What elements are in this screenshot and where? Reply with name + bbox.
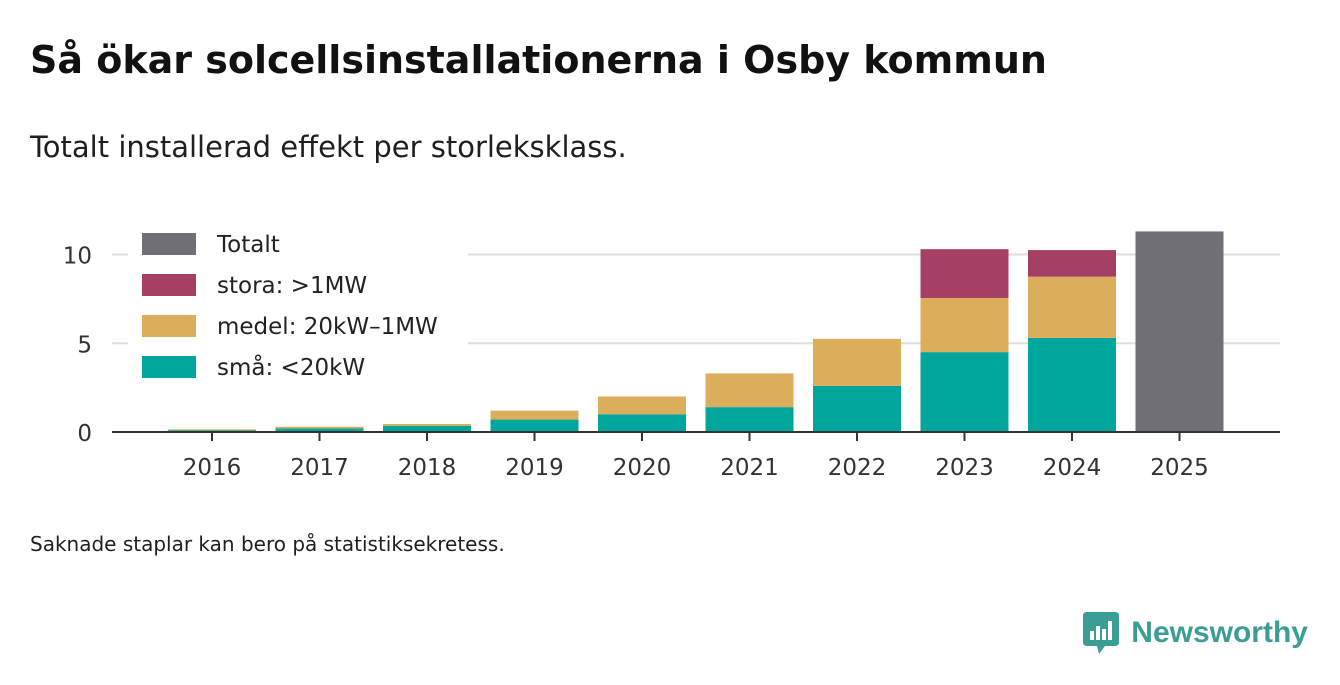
newsworthy-logo[interactable]: Newsworthy xyxy=(1083,612,1308,654)
bar-2019-sm-20kw[interactable] xyxy=(490,419,579,432)
bar-2021-sm-20kw[interactable] xyxy=(705,407,794,432)
bar-2018-medel-20kw-1mw[interactable] xyxy=(383,424,471,426)
x-axis: 2016 2017 2018 2019 2020 2021 2022 2023 2024 2025 xyxy=(112,431,1280,481)
bar-2020-medel-20kw-1mw[interactable] xyxy=(598,396,686,415)
legend-label-stora-1mw[interactable]: stora: >1MW xyxy=(217,273,367,299)
bar-2021-medel-20kw-1mw[interactable] xyxy=(705,373,794,408)
bar-2022-medel-20kw-1mw[interactable] xyxy=(813,338,901,386)
bars xyxy=(168,231,1224,432)
bar-2018-sm-20kw[interactable] xyxy=(383,425,471,432)
x-tick-label: 2019 xyxy=(505,455,564,481)
x-tick-label: 2017 xyxy=(290,455,349,481)
y-axis-tick-labels: 0 5 10 xyxy=(63,244,92,448)
x-tick-label: 2016 xyxy=(183,455,242,481)
bar-2023-medel-20kw-1mw[interactable] xyxy=(920,297,1009,353)
x-tick-label: 2021 xyxy=(720,455,779,481)
bar-2020-sm-20kw[interactable] xyxy=(598,414,686,432)
legend-swatch-sm-20kw[interactable] xyxy=(142,356,196,378)
legend-swatch-medel-20kw-1mw[interactable] xyxy=(142,315,196,337)
bar-2025-totalt[interactable] xyxy=(1135,231,1224,432)
x-tick-label: 2022 xyxy=(828,455,887,481)
stacked-bar-chart: 2016 2017 2018 2019 2020 2021 2022 2023 2024 2025… xyxy=(62,222,1280,481)
bar-2024-stora-1mw[interactable] xyxy=(1028,250,1116,277)
y-tick-label: 10 xyxy=(63,244,92,270)
x-tick-label: 2018 xyxy=(398,455,457,481)
x-tick-label: 2020 xyxy=(613,455,672,481)
chart-title: Så ökar solcellsinstallationerna i Osby … xyxy=(30,38,1047,82)
legend-swatch-stora-1mw[interactable] xyxy=(142,274,196,296)
legend-label-totalt[interactable]: Totalt xyxy=(216,232,280,258)
legend: Totalt stora: >1MW medel: 20kW–1MW små: <20… xyxy=(128,222,468,390)
bar-2024-medel-20kw-1mw[interactable] xyxy=(1028,276,1116,338)
bar-2022-sm-20kw[interactable] xyxy=(813,385,901,432)
y-tick-label: 0 xyxy=(77,421,92,447)
bar-2016-medel-20kw-1mw[interactable] xyxy=(168,429,256,431)
x-tick-label: 2025 xyxy=(1150,455,1209,481)
bar-2019-medel-20kw-1mw[interactable] xyxy=(490,410,579,420)
x-tick-label: 2023 xyxy=(935,455,994,481)
bar-2017-sm-20kw[interactable] xyxy=(275,428,364,432)
legend-label-sm-20kw[interactable]: små: <20kW xyxy=(217,353,365,381)
bar-2023-stora-1mw[interactable] xyxy=(920,249,1009,298)
x-tick-label: 2024 xyxy=(1043,455,1102,481)
bar-2024-sm-20kw[interactable] xyxy=(1028,337,1116,432)
legend-swatch-totalt[interactable] xyxy=(142,233,196,255)
brand-name: Newsworthy xyxy=(1131,616,1308,649)
y-tick-label: 5 xyxy=(77,332,92,358)
bar-2023-sm-20kw[interactable] xyxy=(920,352,1009,432)
footnote: Saknade staplar kan bero på statistiksek… xyxy=(30,532,505,556)
chart-subtitle: Totalt installerad effekt per storlekskl… xyxy=(30,130,627,164)
bar-chart-speech-bubble-icon xyxy=(1083,612,1120,654)
legend-label-medel-20kw-1mw[interactable]: medel: 20kW–1MW xyxy=(217,314,438,340)
bar-2017-medel-20kw-1mw[interactable] xyxy=(275,426,364,429)
